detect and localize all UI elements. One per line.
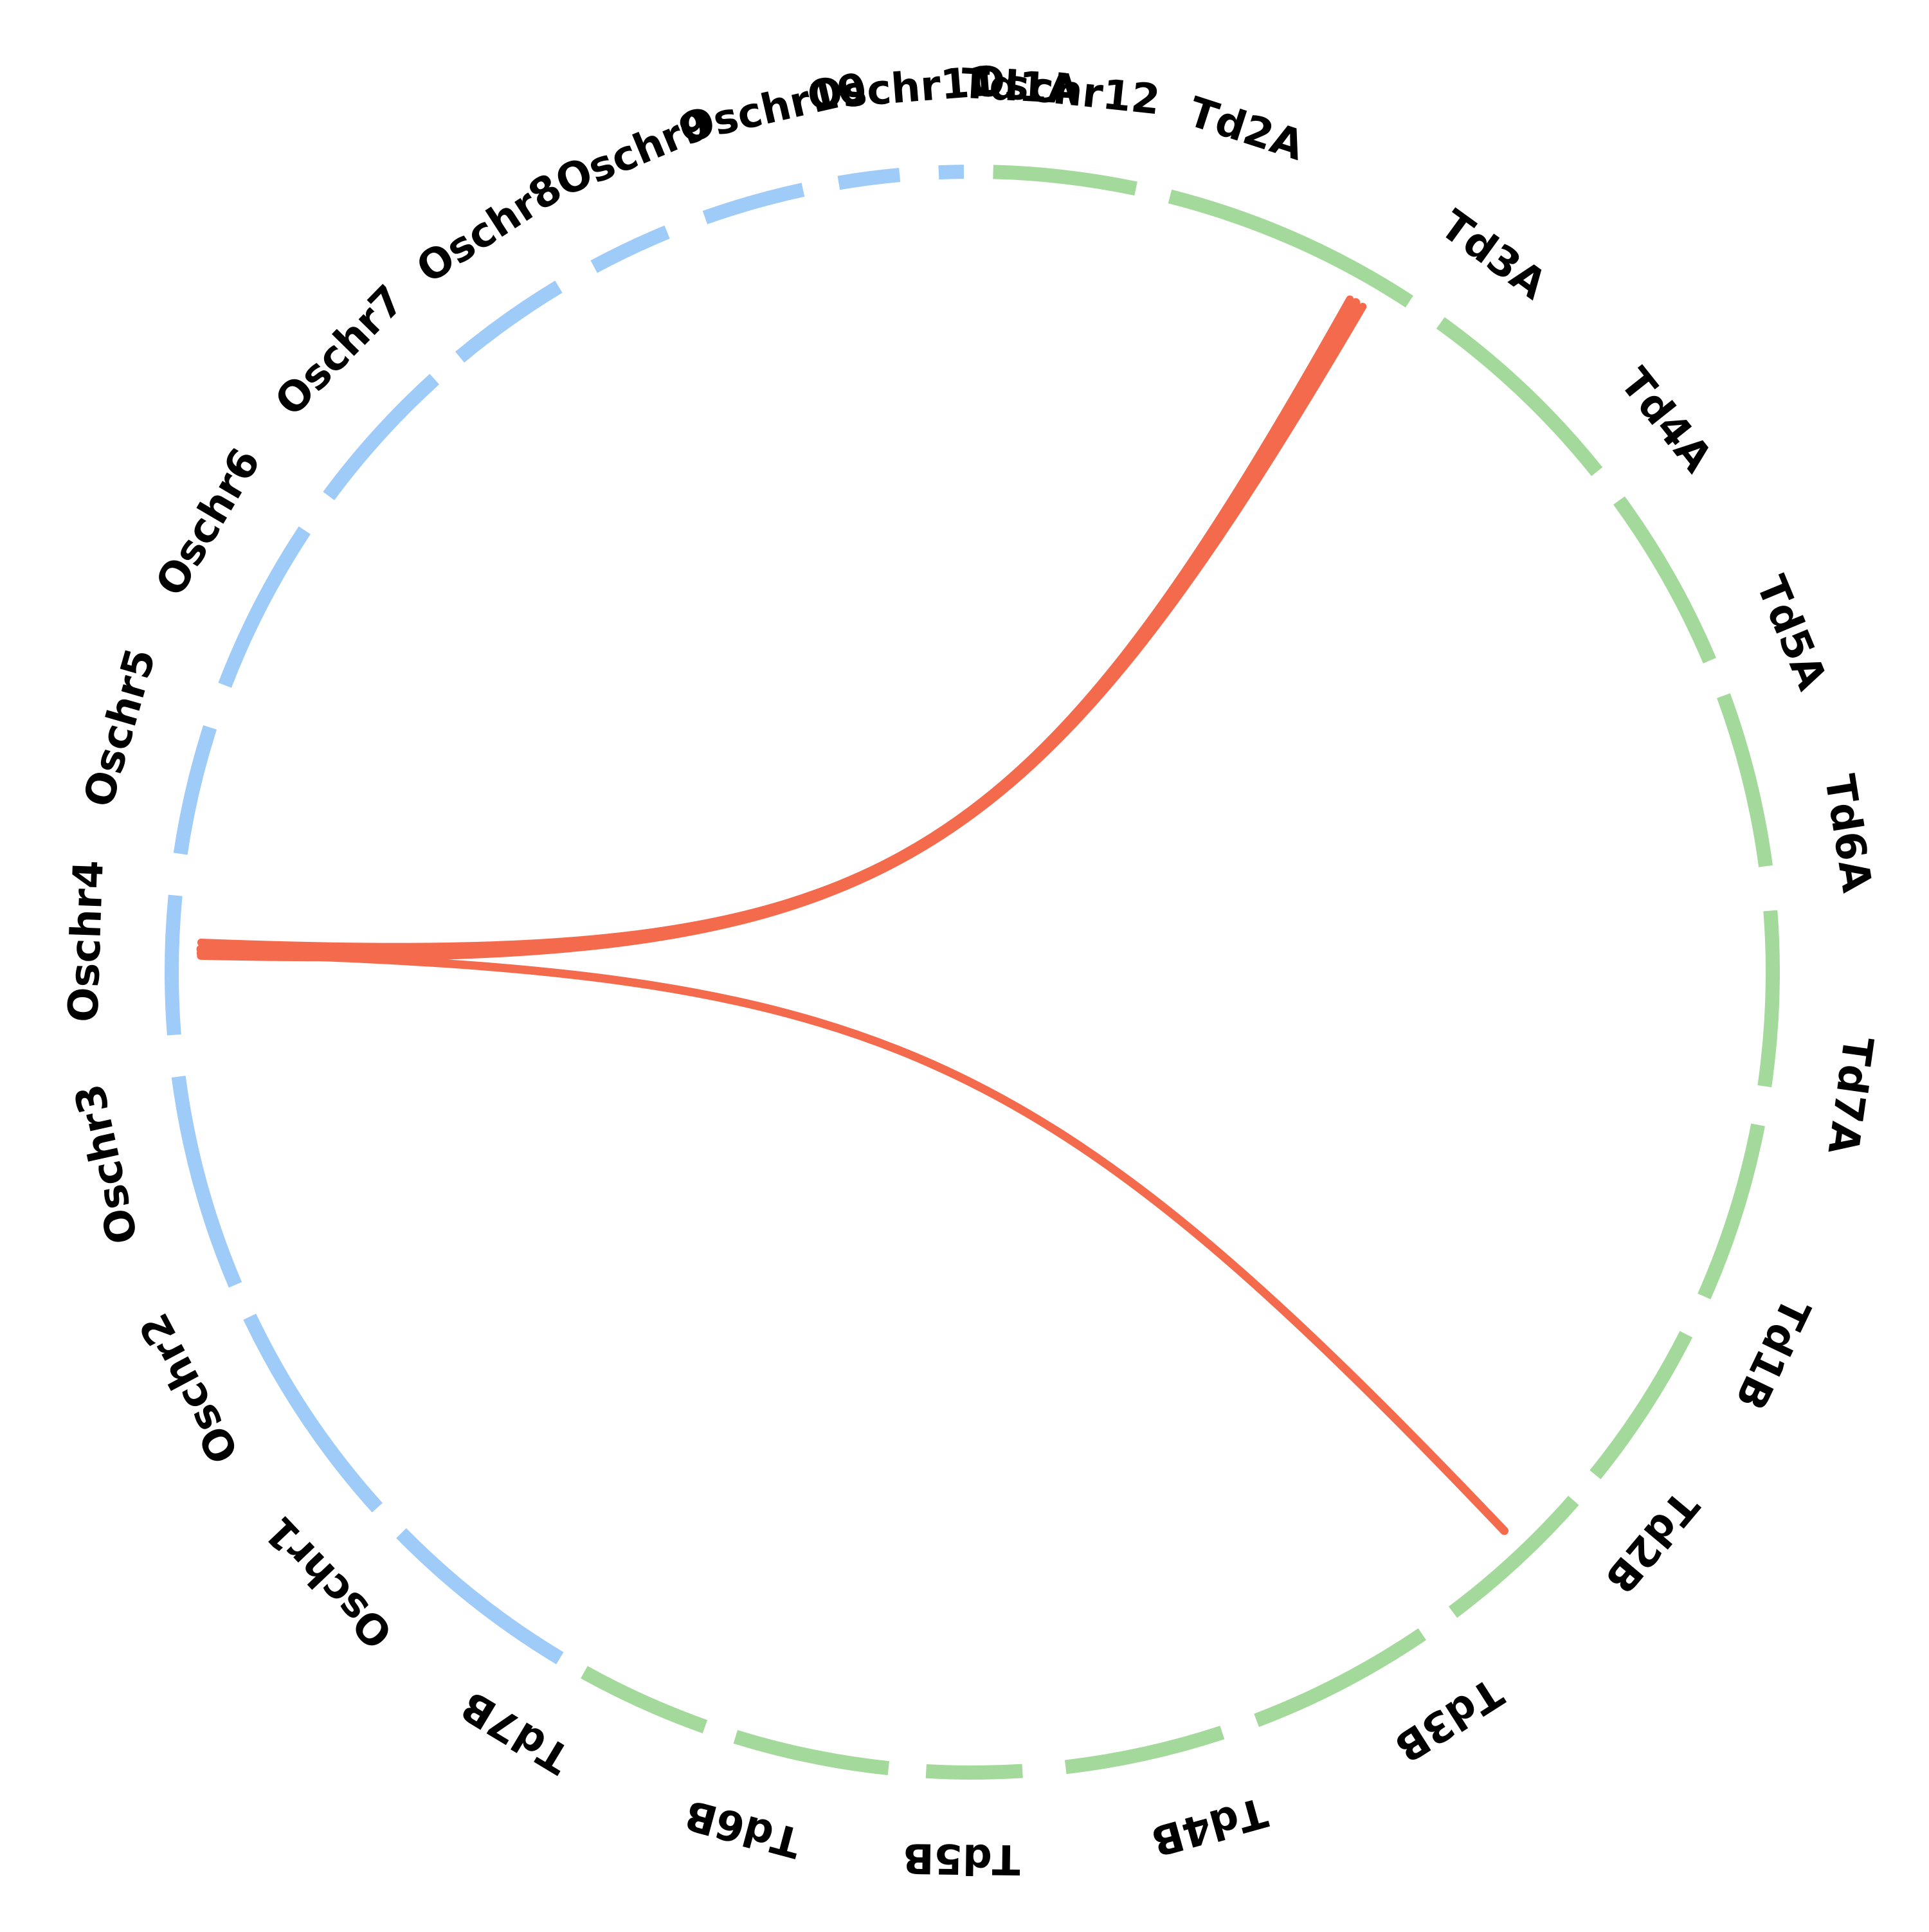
chromosome-arc-td7b bbox=[581, 1666, 708, 1733]
chromosome-arc-td5a bbox=[1717, 693, 1773, 867]
chromosome-arc-oschr9 bbox=[590, 225, 670, 273]
chromosome-label-oschr4: Oschr4 bbox=[60, 860, 113, 1024]
synteny-link-oschr4-td2a bbox=[196, 298, 1361, 957]
chromosome-label-td7b: Td7B bbox=[453, 1681, 579, 1783]
chromosome-label-td1a: Td1A bbox=[960, 60, 1081, 114]
chromosome-arc-oschr6 bbox=[218, 526, 311, 688]
chromosome-arc-td6b bbox=[733, 1729, 890, 1776]
chromosome-label-oschr1: Oschr1 bbox=[257, 1507, 403, 1657]
synteny-link-oschr4-td2a bbox=[197, 302, 1367, 962]
chromosome-arc-td1b bbox=[1589, 1331, 1693, 1479]
chromosome-arc-td4a bbox=[1613, 496, 1717, 664]
chromosome-label-td5b: Td5B bbox=[902, 1834, 1020, 1882]
chromosome-label-td6a: Td6A bbox=[1815, 772, 1881, 896]
chromosome-label-oschr3: Oschr3 bbox=[66, 1079, 148, 1248]
chromosome-label-oschr6: Oschr6 bbox=[147, 440, 270, 604]
chromosome-arc-td2a bbox=[1168, 189, 1413, 308]
chromosome-arc-oschr11 bbox=[837, 168, 901, 190]
chromosome-arc-td7a bbox=[1698, 1123, 1765, 1299]
chromosome-label-td3b: Td3B bbox=[1386, 1668, 1511, 1771]
chromosome-arc-oschr1 bbox=[396, 1528, 564, 1665]
chromosome-arc-td2b bbox=[1448, 1495, 1579, 1618]
chromosome-arc-oschr10 bbox=[702, 183, 805, 224]
chromosome-label-oschr7: Oschr7 bbox=[266, 276, 413, 426]
chromosome-label-td6b: Td6B bbox=[680, 1790, 806, 1866]
chromosome-label-td1b: Td1B bbox=[1725, 1290, 1818, 1417]
chromosome-arc-td1a bbox=[993, 165, 1137, 196]
chromosome-label-oschr2: Oschr2 bbox=[131, 1305, 249, 1470]
chromosome-arcs-layer bbox=[165, 165, 1780, 1780]
chromosome-label-oschr8: Oschr8 bbox=[408, 165, 570, 293]
chromosome-arc-td3a bbox=[1436, 317, 1603, 476]
chromosome-arc-td4b bbox=[1064, 1726, 1225, 1774]
chromosome-arc-oschr8 bbox=[455, 280, 563, 363]
chromosome-arc-oschr5 bbox=[173, 725, 217, 855]
synteny-link-oschr4-td2a bbox=[197, 295, 1354, 951]
chromosome-arc-td5b bbox=[925, 1764, 1023, 1780]
links-layer bbox=[196, 295, 1509, 1535]
chromosome-label-td4b: Td4B bbox=[1146, 1787, 1272, 1864]
chromosome-arc-td3b bbox=[1254, 1628, 1426, 1728]
chromosome-arc-oschr2 bbox=[243, 1314, 383, 1513]
chromosome-arc-oschr3 bbox=[171, 1076, 242, 1288]
chromosome-arc-td6a bbox=[1757, 910, 1780, 1088]
chromosome-label-td3a: Td3A bbox=[1431, 201, 1555, 309]
synteny-link-oschr4-td2b bbox=[196, 949, 1509, 1535]
chromosome-arc-oschr7 bbox=[323, 374, 440, 500]
chromosome-label-td2a: Td2A bbox=[1182, 88, 1310, 170]
chromosome-label-td4a: Td4A bbox=[1611, 359, 1721, 482]
chromosome-label-td5a: Td5A bbox=[1746, 570, 1836, 697]
chromosome-label-td2b: Td2B bbox=[1595, 1481, 1707, 1602]
chromosome-label-td7a: Td7A bbox=[1818, 1034, 1882, 1158]
chromosome-arc-oschr4 bbox=[165, 894, 183, 1036]
chromosome-label-oschr5: Oschr5 bbox=[75, 644, 166, 813]
